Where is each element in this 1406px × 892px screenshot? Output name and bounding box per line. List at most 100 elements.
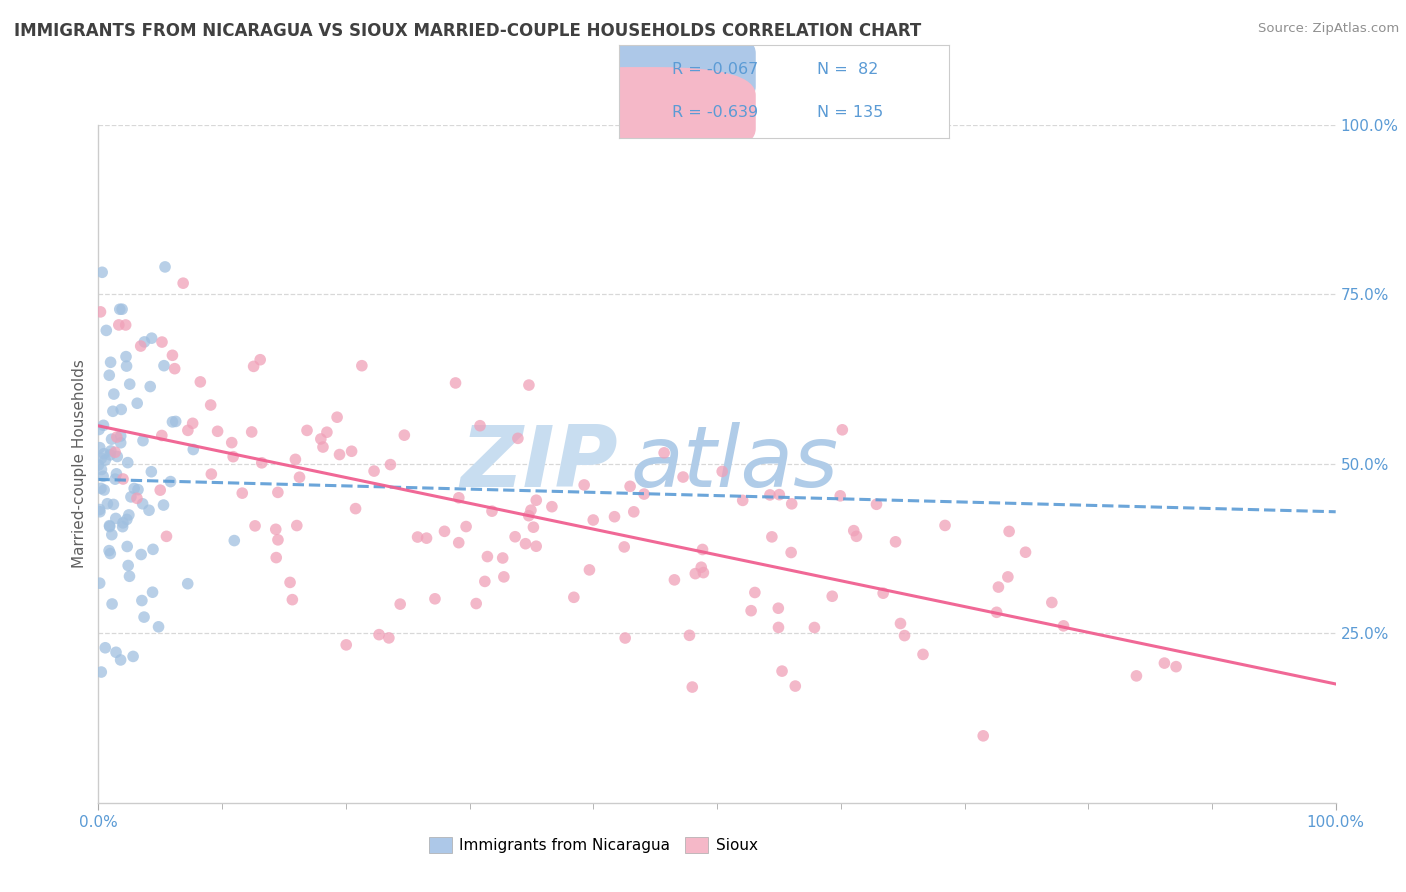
Point [740,604,762,618]
Point [98,368,121,383]
Point [93,483,115,497]
Point [768,601,790,615]
Point [711,465,734,479]
Point [492,551,515,566]
Point [118,569,141,583]
Point [139,379,162,393]
Point [845,529,868,543]
Point [522,520,544,534]
Point [1052,619,1074,633]
Point [242,359,264,374]
Point [90,451,112,466]
Point [181,417,204,431]
Point [768,620,790,634]
Point [444,376,467,390]
Point [344,501,367,516]
Point [138,503,160,517]
Point [104,472,127,486]
Point [110,429,132,443]
Point [249,352,271,367]
Point [264,550,287,565]
Point [350,359,373,373]
Point [447,491,470,505]
Point [614,631,637,645]
Point [207,425,229,439]
Point [582,513,605,527]
Point [288,470,311,484]
Point [153,359,176,373]
Point [243,519,266,533]
Text: R = -0.067: R = -0.067 [672,62,758,78]
Point [780,545,803,559]
Point [987,580,1010,594]
Point [613,540,636,554]
Point [131,593,153,607]
Point [281,592,304,607]
Point [477,549,499,564]
Point [90,462,112,476]
Text: R = -0.639: R = -0.639 [672,104,758,120]
Point [93,418,115,433]
Point [103,387,125,401]
Point [433,524,456,539]
Point [118,377,141,392]
Point [997,570,1019,584]
Point [96,497,118,511]
Point [159,475,181,489]
Point [155,529,177,543]
Point [96,323,118,337]
Point [122,649,145,664]
Point [692,566,714,580]
Point [200,467,222,481]
Point [148,620,170,634]
Point [240,425,263,439]
Point [295,424,318,438]
Point [222,450,245,464]
Point [515,537,537,551]
Point [89,505,111,519]
Point [152,498,174,512]
Point [125,491,148,506]
Point [115,350,138,364]
Point [132,434,155,448]
Point [104,511,127,525]
Point [623,505,645,519]
Point [423,591,446,606]
Point [672,470,695,484]
Point [181,442,204,457]
Point [368,627,391,641]
Point [162,348,184,362]
Text: N =  82: N = 82 [817,62,879,78]
Point [224,533,246,548]
Point [150,334,173,349]
Point [761,530,783,544]
Point [89,305,111,319]
Point [770,664,793,678]
Point [127,483,149,497]
Point [744,585,766,599]
Point [105,430,128,444]
Point [115,540,138,554]
Point [309,432,332,446]
Point [163,361,186,376]
Point [316,425,339,440]
Point [101,597,124,611]
Point [363,464,385,478]
Point [177,423,200,437]
Point [312,440,335,454]
Point [94,640,117,655]
Point [468,418,491,433]
Point [153,260,176,274]
Point [267,533,290,547]
Point [117,456,139,470]
Point [101,404,124,418]
Text: atlas: atlas [630,422,838,506]
Point [231,486,253,500]
Point [100,355,122,369]
Text: ZIP: ZIP [460,422,619,506]
Point [131,497,153,511]
Legend: Immigrants from Nicaragua, Sioux: Immigrants from Nicaragua, Sioux [423,831,763,860]
Point [111,519,134,533]
Point [108,302,131,317]
Point [1040,595,1063,609]
